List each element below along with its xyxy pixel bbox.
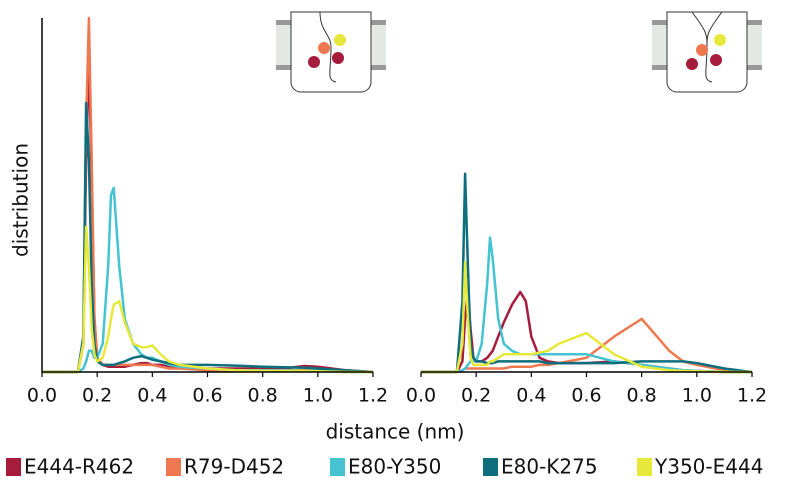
x-axis-label: distance (nm) bbox=[326, 420, 465, 444]
x-tick-label: 1.0 bbox=[303, 385, 333, 407]
x-tick-label: 0.8 bbox=[627, 385, 657, 407]
y-axis-label: distribution bbox=[9, 143, 33, 257]
x-tick-label: 1.2 bbox=[358, 385, 388, 407]
legend-label: E444-R462 bbox=[24, 455, 134, 479]
x-tick-label: 0.6 bbox=[192, 385, 222, 407]
legend-swatch bbox=[6, 458, 21, 476]
data-line bbox=[42, 101, 374, 374]
legend-label: E80-K275 bbox=[501, 455, 598, 479]
data-line bbox=[42, 225, 373, 374]
legend-swatch bbox=[637, 458, 652, 476]
data-line bbox=[421, 236, 752, 374]
x-tick-label: 0.0 bbox=[406, 385, 436, 407]
legend-label: Y350-E444 bbox=[654, 455, 763, 479]
x-tick-label: 0.4 bbox=[516, 385, 546, 407]
legend-swatch bbox=[166, 458, 181, 476]
data-line bbox=[421, 172, 753, 374]
x-tick-label: 0.2 bbox=[82, 385, 112, 407]
data-line bbox=[421, 317, 753, 374]
pore-icon bbox=[276, 11, 386, 93]
legend-label: R79-D452 bbox=[184, 455, 284, 479]
x-tick-label: 0.6 bbox=[571, 385, 601, 407]
legend-swatch bbox=[483, 458, 498, 476]
pore-icon bbox=[652, 11, 762, 93]
x-tick-label: 1.2 bbox=[737, 385, 767, 407]
x-tick-label: 1.0 bbox=[682, 385, 712, 407]
legend-label: E80-Y350 bbox=[348, 455, 441, 479]
x-tick-label: 0.0 bbox=[27, 385, 57, 407]
x-tick-label: 0.8 bbox=[248, 385, 278, 407]
legend-swatch bbox=[330, 458, 345, 476]
x-tick-label: 0.2 bbox=[461, 385, 491, 407]
data-line bbox=[421, 261, 752, 374]
x-tick-label: 0.4 bbox=[137, 385, 167, 407]
